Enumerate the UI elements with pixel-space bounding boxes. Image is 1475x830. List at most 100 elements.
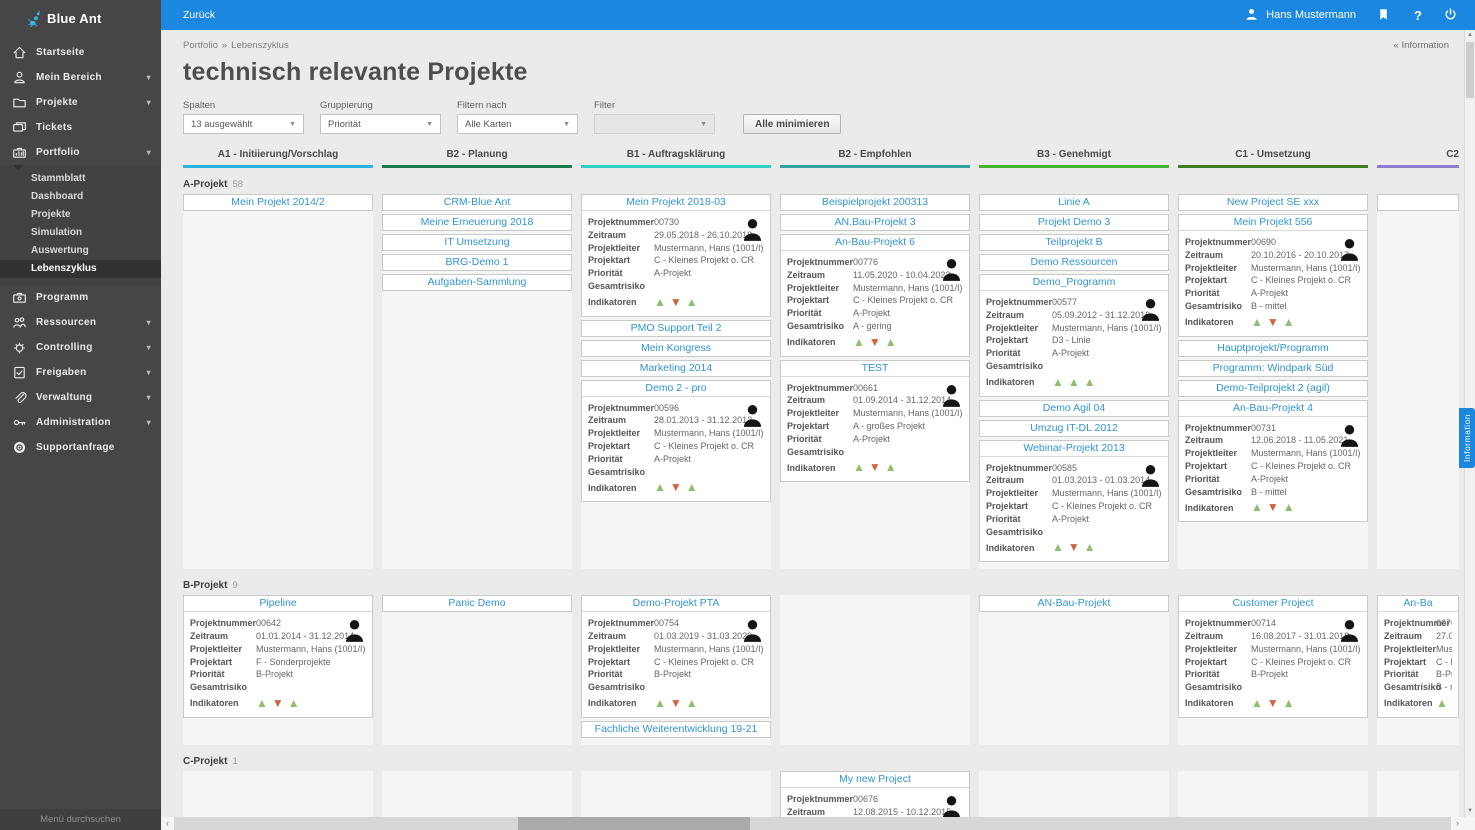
project-card-title[interactable]: Projekt Demo 3 [1037, 216, 1111, 228]
project-card[interactable]: Demo Ressourcen [979, 254, 1169, 271]
project-card[interactable]: Meine Erneuerung 2018 [382, 214, 572, 231]
horizontal-scrollbar[interactable]: ‹ › [161, 817, 1464, 830]
menu-search[interactable]: Menü durchsuchen [0, 809, 161, 830]
filtern-nach-dropdown[interactable]: Alle Karten ▼ [457, 114, 578, 134]
project-card-title[interactable]: Mein Projekt 556 [1233, 216, 1313, 228]
sidebar-subitem-lebenszyklus[interactable]: Lebenszyklus [0, 260, 161, 278]
project-card-title[interactable]: AN-Bau-Projekt [1037, 597, 1111, 610]
project-card[interactable]: Mein Projekt 2018-03 Projektnummer 00730 Ze… [581, 194, 771, 317]
project-card-title[interactable]: Demo-Teilprojekt 2 (agil) [1216, 381, 1330, 394]
vertical-scroll-thumb[interactable] [1466, 42, 1474, 98]
project-card-title[interactable]: Demo Agil 04 [1042, 401, 1106, 414]
project-card[interactable]: An-Bau-Projekt 6 Projektnummer 00776 Zeitra… [780, 234, 970, 357]
project-card[interactable]: Programm: Windpark Süd [1178, 359, 1368, 377]
project-card[interactable]: IT Umsetzung [382, 234, 572, 251]
project-card[interactable]: PMO Support Teil 2 [581, 319, 771, 337]
sidebar-item-ressourcen[interactable]: Ressourcen ▾ [0, 310, 161, 335]
scroll-left-arrow-icon[interactable]: ‹ [161, 817, 174, 830]
project-card-title[interactable]: Customer Project [1232, 597, 1314, 610]
project-card[interactable]: Projekt Demo 3 [979, 214, 1169, 231]
scroll-down-arrow-icon[interactable]: ▼ [1467, 808, 1473, 814]
bookmark-icon[interactable] [1377, 7, 1393, 23]
project-card[interactable]: Demo_Programm Projektnummer 00577 Zeitraum 0… [979, 274, 1169, 397]
project-card[interactable]: An-Bau-Projekt 4 Projektnummer 00731 Zeitra… [1178, 399, 1368, 523]
project-card[interactable]: Marketing 2014 [581, 359, 771, 377]
project-card[interactable]: Panic Demo [382, 595, 572, 613]
blueant-logo[interactable]: Blue Ant [0, 0, 161, 36]
project-card-title[interactable]: Demo_Programm [1032, 276, 1116, 288]
project-card-title[interactable]: An-Bau-Projekt 6 [835, 236, 915, 248]
sidebar-item-portfolio[interactable]: Portfolio ▾ [0, 140, 161, 165]
sidebar-subitem-stammblatt[interactable]: Stammblatt [31, 173, 86, 184]
project-card[interactable]: Aufgaben-Sammlung [382, 274, 572, 291]
project-card-title[interactable]: Hauptprojekt/Programm [1217, 341, 1329, 354]
information-toggle-link[interactable]: « Information [1393, 40, 1449, 51]
project-card-title[interactable]: Teilprojekt B [1045, 236, 1103, 248]
project-card[interactable]: Demo-Projekt PTA Projektnummer 00754 Zeitra… [581, 595, 771, 718]
project-card[interactable]: CRM-Blue Ant [382, 194, 572, 211]
project-card-title[interactable]: TEST [861, 361, 889, 374]
back-button[interactable]: Zurück [183, 9, 216, 21]
project-card[interactable]: Mein Projekt 2014/2 [183, 194, 373, 211]
project-card[interactable]: Pipeline Projektnummer 00642 Zeitraum 01.01.… [183, 595, 373, 718]
project-card-title[interactable]: Mein Projekt 2014/2 [231, 196, 325, 208]
sidebar-item-administration[interactable]: Administration ▾ [0, 410, 161, 435]
scroll-up-arrow-icon[interactable]: ▲ [1467, 32, 1473, 38]
project-card[interactable]: Umzug IT-DL 2012 [979, 419, 1169, 437]
project-card-title[interactable]: Mein Projekt 2018-03 [626, 196, 726, 208]
project-card[interactable]: BRG-Demo 1 [382, 254, 572, 271]
sidebar-item-mein-bereich[interactable]: Mein Bereich ▾ [0, 65, 161, 90]
project-card-title[interactable]: AN.Bau-Projekt 3 [834, 216, 916, 228]
sidebar-subitem-simulation[interactable]: Simulation [31, 227, 83, 238]
project-card-title[interactable]: Panic Demo [448, 597, 506, 610]
sidebar-item-tickets[interactable]: Tickets [0, 115, 161, 140]
project-card-title[interactable]: Umzug IT-DL 2012 [1030, 421, 1118, 434]
spalten-dropdown[interactable]: 13 ausgewählt ▼ [183, 114, 304, 134]
project-card-title[interactable]: Pipeline [259, 597, 297, 610]
project-card[interactable]: Teilprojekt B [979, 234, 1169, 251]
sidebar-item-startseite[interactable]: Startseite [0, 40, 161, 65]
project-card-title[interactable]: Demo Ressourcen [1030, 256, 1118, 268]
project-card[interactable]: Webinar-Projekt 2013 Projektnummer 00585 Ze… [979, 439, 1169, 563]
project-card[interactable]: AN-Bau-Projekt [979, 595, 1169, 613]
project-card-title[interactable]: My new Project [839, 772, 911, 785]
sidebar-item-programm[interactable]: Programm [0, 285, 161, 310]
filter-dropdown[interactable]: ▼ [594, 114, 715, 134]
project-card-title[interactable] [1378, 195, 1458, 210]
power-icon[interactable] [1443, 7, 1459, 23]
user-menu[interactable]: Hans Mustermann [1244, 7, 1356, 23]
horizontal-scroll-thumb[interactable] [518, 817, 750, 830]
help-icon[interactable]: ? [1414, 7, 1422, 23]
sidebar-item-controlling[interactable]: Controlling ▾ [0, 335, 161, 360]
project-card[interactable] [1377, 194, 1459, 211]
project-card[interactable]: Demo-Teilprojekt 2 (agil) [1178, 379, 1368, 397]
project-card-title[interactable]: Linie A [1058, 196, 1090, 208]
project-card[interactable]: An-BaProjektnummer0076Zeitraum27.0Projek… [1377, 595, 1459, 718]
project-card-title[interactable]: Programm: Windpark Süd [1212, 361, 1334, 374]
project-card-title[interactable]: Mein Kongress [640, 341, 712, 354]
gruppierung-dropdown[interactable]: Priorität ▼ [320, 114, 441, 134]
project-card-title[interactable]: An-Bau-Projekt 4 [1233, 401, 1313, 414]
project-card-title[interactable]: Demo-Projekt PTA [632, 597, 720, 610]
project-card[interactable]: Customer Project Projektnummer 00714 Zeitra… [1178, 595, 1368, 718]
project-card-title[interactable]: Aufgaben-Sammlung [427, 276, 527, 288]
project-card[interactable]: Beispielprojekt 200313 [780, 194, 970, 211]
project-card-title[interactable]: An-Ba [1403, 597, 1433, 610]
information-tab[interactable]: Information [1459, 408, 1475, 468]
project-card[interactable]: Mein Projekt 556 Projektnummer 00690 Zeitra… [1178, 214, 1368, 337]
project-card-title[interactable]: Webinar-Projekt 2013 [1023, 441, 1125, 454]
project-card[interactable]: Demo 2 - pro Projektnummer 00596 Zeitraum 28… [581, 379, 771, 503]
project-card-title[interactable]: CRM-Blue Ant [443, 196, 511, 208]
sidebar-item-projekte[interactable]: Projekte ▾ [0, 90, 161, 115]
sidebar-subitem-dashboard[interactable]: Dashboard [31, 191, 84, 202]
project-card[interactable]: Linie A [979, 194, 1169, 211]
project-card[interactable]: AN.Bau-Projekt 3 [780, 214, 970, 231]
horizontal-scroll-track[interactable] [174, 817, 1451, 830]
sidebar-subitem-projekte[interactable]: Projekte [31, 209, 71, 220]
project-card-title[interactable]: IT Umsetzung [444, 236, 510, 248]
scroll-right-arrow-icon[interactable]: › [1451, 817, 1464, 830]
minimize-all-button[interactable]: Alle minimieren [743, 114, 842, 134]
project-card-title[interactable]: Fachliche Weiterentwicklung 19-21 [594, 722, 758, 735]
project-card-title[interactable]: New Project SE xxx [1226, 196, 1320, 208]
sidebar-item-freigaben[interactable]: Freigaben ▾ [0, 360, 161, 385]
